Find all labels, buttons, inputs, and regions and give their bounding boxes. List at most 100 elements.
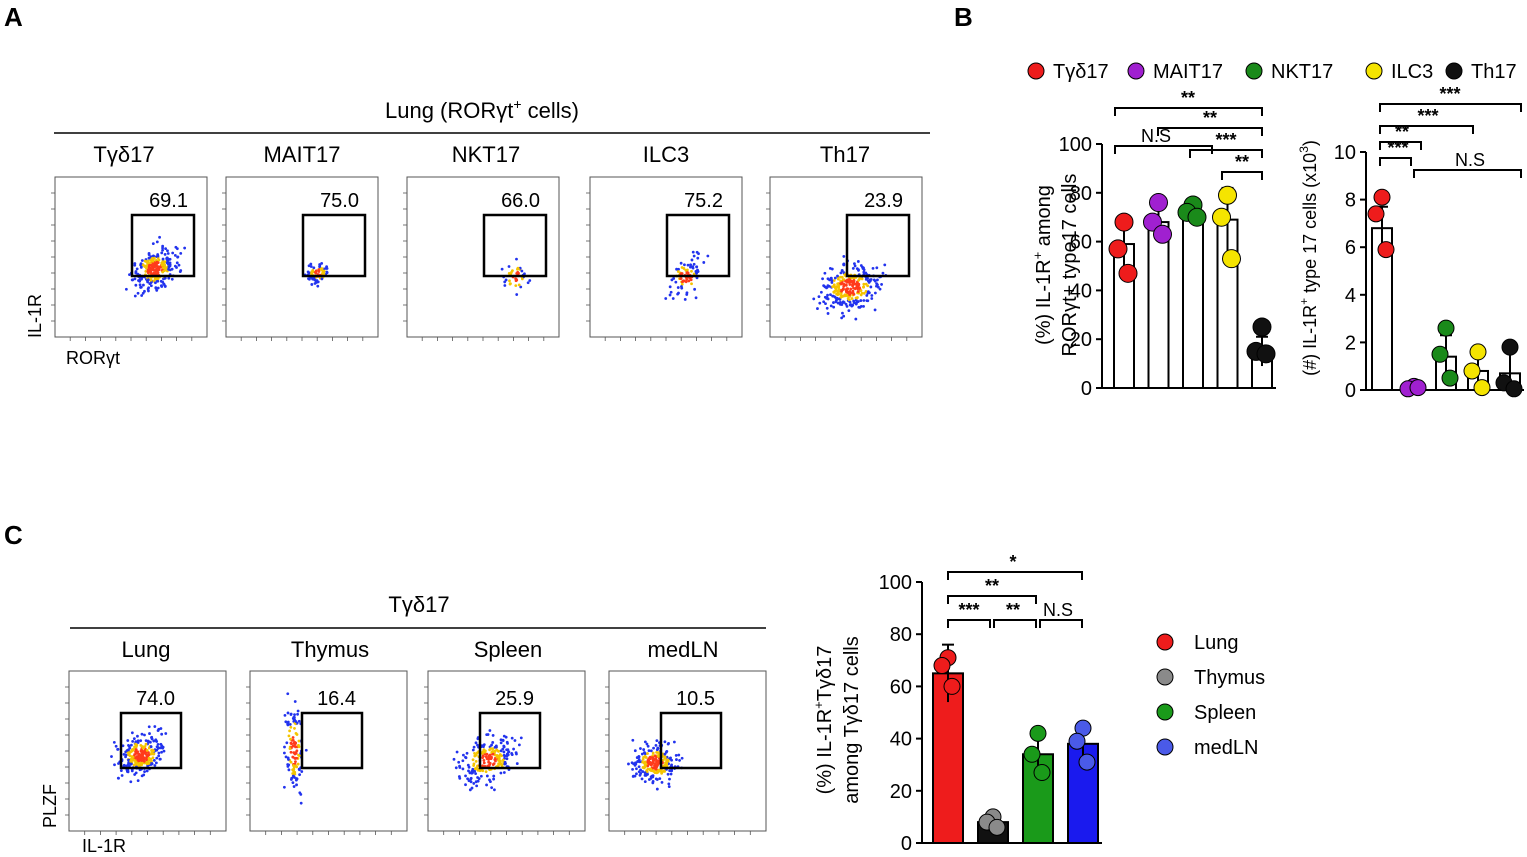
panel-c-event-dot [160,750,163,754]
panel-a-gate-value: 69.1 [149,190,188,212]
panel-c-event-dot [153,764,157,767]
panel-c-event-dot [136,734,139,738]
data-point-0-2 [1377,241,1395,259]
panel-c-event-dot [512,747,515,751]
panel-a-event-dot [856,287,860,291]
panel-c-event-dot [295,756,299,760]
significance-label-1: ** [1203,108,1217,128]
panel-a-event-dot [842,284,846,288]
panel-c-event-dot [130,769,134,773]
panel-c-event-dot [472,782,476,785]
panel-c-event-dot [134,748,138,751]
panel-c-event-dot [158,757,162,761]
panel-a-event-dot [306,270,310,274]
panel-a-event-dot [316,284,320,288]
panel-a-event-dot [312,276,316,280]
significance-bracket-4 [1114,145,1213,154]
panel-a-event-dot [515,293,519,296]
panel-a-event-dot [149,270,153,273]
panel-a-event-dot [868,278,872,282]
panel-a-gate-value: 75.0 [320,190,359,212]
panel-a-event-dot [519,285,523,289]
y-tick-label: 100 [1059,134,1092,156]
panel-c-event-dot [130,757,134,761]
panel-c-event-dot [295,765,299,769]
panel-a-event-dot [851,283,854,287]
panel-a-event-dot [152,256,156,260]
panel-c-event-dot [145,762,149,766]
panel-c-event-dot [282,751,286,755]
panel-a-event-dot [831,294,835,298]
panel-a-event-dot [146,280,150,284]
panel-a-gate-value: 75.2 [684,190,723,212]
panel-c-event-dot [148,732,151,735]
panel-c-event-dot [283,745,286,749]
panel-c-event-dot [292,764,295,767]
panel-c-event-dot [157,751,161,755]
panel-c-event-dot [294,741,298,745]
panel-c-event-dot [141,755,145,759]
panel-c-event-dot [136,750,140,754]
panel-c-event-dot [663,740,667,744]
panel-a-event-dot [152,268,156,272]
panel-c-event-dot [666,772,670,776]
significance-bracket-1 [947,595,1037,604]
panel-a-event-dot [848,293,852,296]
panel-c-event-dot [660,771,664,775]
panel-a-event-dot [183,246,187,250]
panel-c-event-dot [304,748,308,752]
panel-a-event-dot [154,286,158,290]
panel-a-event-dot [668,285,672,289]
panel-c-event-dot [485,783,488,787]
panel-a-event-dot [849,279,853,283]
panel-c-event-dot [519,736,523,740]
panel-c-event-dot [506,748,510,752]
panel-a-event-dot [163,260,167,264]
panel-c-event-dot [117,776,120,780]
chart-b2-ylabel-text: (#) IL-1R [1300,305,1320,376]
data-point-2-2 [1187,207,1207,227]
panel-c-event-dot [491,741,495,744]
panel-c-event-dot [497,756,501,760]
panel-a-event-dot [669,290,673,294]
panel-c-event-dot [643,760,647,764]
panel-c-event-dot [289,725,293,729]
panel-a-event-dot [836,277,840,281]
panel-c-event-dot [646,773,649,776]
panel-c-event-dot [147,751,150,754]
panel-a-event-dot [876,283,879,287]
significance-bracket-3 [993,619,1037,628]
panel-a-event-dot [168,264,172,268]
panel-c-event-dot [635,756,639,759]
panel-c-event-dot [136,779,140,783]
panel-a-event-dot [851,289,855,293]
panel-a-event-dot [862,291,866,295]
significance-label-2: ** [1395,122,1409,142]
panel-a-event-dot [515,257,518,261]
panel-c-event-dot [300,770,304,773]
panel-a-event-dot [873,308,877,312]
panel-c-event-dot [143,733,146,737]
panel-a-event-dot [834,299,838,303]
legend-label-1: MAIT17 [1153,61,1223,83]
data-point-1-2 [988,818,1006,836]
panel-c-event-dot [491,734,495,737]
panel-c-event-dot [660,780,664,784]
legend-label-3: ILC3 [1391,61,1433,83]
panel-c-event-dot [631,767,634,771]
panel-a-event-dot [690,269,693,273]
panel-c-event-dot [499,738,503,742]
panel-c-event-dot [668,777,671,781]
panel-a-event-dot [832,305,836,309]
panel-c-event-dot [647,749,651,752]
panel-c-event-dot [517,743,521,747]
panel-c-event-dot [127,753,130,757]
panel-a-event-dot [826,284,830,287]
panel-c-event-dot [476,737,480,741]
panel-a-event-dot [153,262,156,266]
y-tick-label: 80 [890,624,912,646]
panel-c-event-dot [640,777,644,781]
panel-a-event-dot [685,277,689,281]
panel-c-event-dot [496,754,500,758]
panel-c-event-dot [503,754,507,758]
